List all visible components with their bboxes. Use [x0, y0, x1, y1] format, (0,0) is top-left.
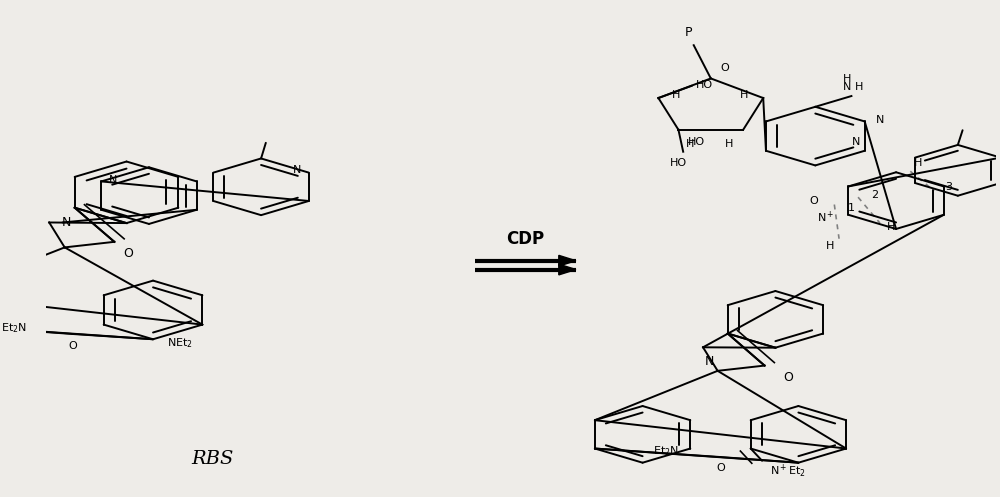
Text: O: O — [123, 247, 133, 260]
Text: HO: HO — [670, 158, 687, 167]
Text: H: H — [842, 74, 851, 84]
Text: 3: 3 — [945, 182, 952, 192]
Text: H: H — [686, 139, 694, 149]
Text: Et$_2$N: Et$_2$N — [653, 444, 679, 458]
Text: N: N — [109, 175, 117, 185]
Text: N: N — [842, 82, 851, 92]
Text: N: N — [876, 115, 884, 125]
Text: N: N — [62, 216, 71, 229]
Text: Et$_2$N: Et$_2$N — [1, 322, 27, 335]
Text: O: O — [783, 371, 793, 384]
Text: O: O — [716, 463, 725, 473]
Text: H: H — [855, 82, 864, 92]
Text: CDP: CDP — [506, 230, 545, 248]
Text: N$^+$Et$_2$: N$^+$Et$_2$ — [770, 463, 806, 480]
Text: 1: 1 — [848, 203, 855, 213]
Text: O: O — [720, 63, 729, 73]
Text: H: H — [672, 90, 680, 100]
Text: NEt$_2$: NEt$_2$ — [167, 336, 193, 350]
Text: O: O — [809, 196, 818, 206]
Text: H: H — [914, 159, 922, 168]
Text: H: H — [825, 241, 834, 251]
Text: HO: HO — [688, 137, 705, 147]
Text: N$^+$: N$^+$ — [817, 210, 834, 225]
Text: H: H — [887, 222, 896, 232]
Text: N: N — [293, 165, 301, 175]
Text: 2: 2 — [872, 190, 879, 200]
Polygon shape — [559, 255, 576, 266]
Text: RBS: RBS — [191, 450, 233, 468]
Text: O: O — [68, 341, 77, 351]
Text: H: H — [725, 139, 734, 149]
Text: HO: HO — [695, 80, 713, 90]
Text: N: N — [852, 137, 860, 147]
Polygon shape — [559, 264, 576, 275]
Text: N: N — [705, 355, 714, 368]
Text: P: P — [685, 26, 693, 39]
Text: H: H — [740, 90, 748, 100]
